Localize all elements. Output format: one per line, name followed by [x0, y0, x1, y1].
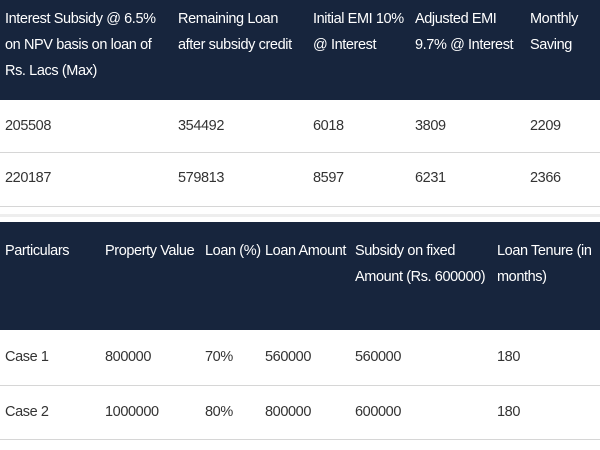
table-header-bg — [0, 222, 600, 330]
header-cell: Remaining Loan after subsidy credit — [178, 11, 292, 53]
table-gap — [0, 214, 600, 217]
row-separator — [0, 152, 600, 153]
table-cell: 800000 — [265, 404, 311, 420]
table-cell: 2209 — [530, 118, 561, 134]
table-cell: Case 2 — [5, 404, 49, 420]
header-cell: Loan (%) — [205, 243, 261, 259]
table-cell: 180 — [497, 349, 520, 365]
table-cell: 560000 — [265, 349, 311, 365]
table-cell: 600000 — [355, 404, 401, 420]
header-cell: Property Value — [105, 243, 195, 259]
header-cell: Particulars — [5, 243, 70, 259]
header-cell: Subsidy on fixed Amount (Rs. 600000) — [355, 243, 486, 285]
header-cell: Loan Tenure (in months) — [497, 243, 592, 285]
table-cell: 8597 — [313, 170, 344, 186]
table-cell: 180 — [497, 404, 520, 420]
header-cell: Loan Amount — [265, 243, 347, 259]
header-cell: Interest Subsidy @ 6.5% on NPV basis on … — [5, 11, 156, 79]
table-cell: 205508 — [5, 118, 51, 134]
table-cell: 80% — [205, 404, 233, 420]
table-cell: 6231 — [415, 170, 446, 186]
row-separator — [0, 385, 600, 386]
header-cell: Initial EMI 10% @ Interest — [313, 11, 404, 53]
header-cell: Adjusted EMI 9.7% @ Interest — [415, 11, 514, 53]
header-cell: Monthly Saving — [530, 11, 578, 53]
table-cell: 560000 — [355, 349, 401, 365]
table-cell: Case 1 — [5, 349, 49, 365]
table-cell: 800000 — [105, 349, 151, 365]
table-cell: 70% — [205, 349, 233, 365]
table-cell: 579813 — [178, 170, 224, 186]
table-cell: 3809 — [415, 118, 446, 134]
table-cell: 220187 — [5, 170, 51, 186]
table-cell: 1000000 — [105, 404, 159, 420]
row-separator — [0, 206, 600, 207]
table-cell: 354492 — [178, 118, 224, 134]
table-header-bg — [0, 0, 600, 100]
row-separator — [0, 439, 600, 440]
table-cell: 6018 — [313, 118, 344, 134]
table-cell: 2366 — [530, 170, 561, 186]
